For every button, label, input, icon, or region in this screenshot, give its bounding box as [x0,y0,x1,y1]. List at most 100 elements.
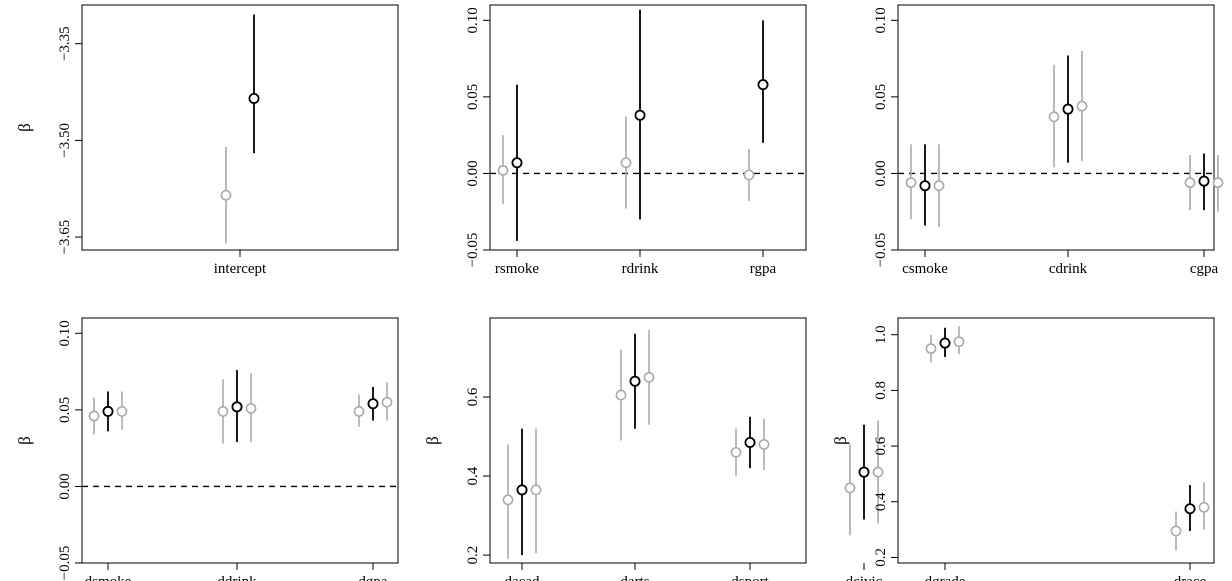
y-tick-label: −0.05 [57,546,73,581]
x-tick-label: rsmoke [495,261,540,277]
x-tick-label: cdrink [1049,261,1088,277]
point-estimate [844,482,856,494]
y-axis-label: β [423,436,442,445]
x-tick-label: drace [1174,574,1207,581]
point-estimate [1170,525,1182,537]
point-estimate [1048,111,1060,123]
x-tick-label: darts [620,574,649,581]
panel-4: −0.05 0.00 0.05 0.10 β dsmoke ddrink dgpa [15,317,399,581]
point-estimate [933,180,945,192]
point-estimate [1184,177,1196,189]
y-tick-label: 0.00 [873,160,889,186]
panel-6: 0.2 0.4 0.6 0.8 1.0 β dgrade drace [831,317,1215,581]
point-estimate [88,410,100,422]
y-tick-label: −3.35 [57,26,73,61]
point-estimate [497,164,509,176]
y-axis-label: β [15,436,34,445]
point-estimate [925,343,937,355]
point-estimate [939,337,951,349]
point-estimate [953,336,965,348]
y-tick-label: 0.00 [57,473,73,499]
point-estimate [381,396,393,408]
y-axis-label: β [831,436,850,445]
x-tick-label: dacad [505,574,540,581]
y-tick-label: 0.6 [465,387,481,406]
plot-frame [81,4,399,251]
point-estimate [102,405,114,417]
y-tick-label: 0.2 [465,546,481,565]
y-tick-label: 0.10 [57,320,73,346]
point-estimate [367,398,379,410]
y-tick-label: 0.6 [873,436,889,455]
panel-1: −3.65 −3.50 −3.35 β intercept [15,4,399,277]
y-tick-label: 0.8 [873,381,889,400]
x-tick-label: dcivic [846,574,883,581]
x-tick-label: dsmoke [85,574,132,581]
x-tick-label: cgpa [1190,261,1219,277]
point-estimate [1062,103,1074,115]
point-estimate [1076,100,1088,112]
x-tick-label: dsport [731,574,769,581]
plot-frame [897,4,1215,251]
point-estimate [730,446,742,458]
point-estimate [743,169,755,181]
panel-3: −0.05 0.00 0.05 0.10 csmoke cdrink cgpa [873,4,1224,277]
panel-5: 0.2 0.4 0.6 β dacad darts dsport dcivic [423,317,884,581]
point-estimate [1184,503,1196,515]
point-estimate [757,79,769,91]
panel-2: −0.05 0.00 0.05 0.10 rsmoke rdrink rgpa [465,4,807,277]
x-tick-label: ddrink [217,574,257,581]
point-estimate [245,402,257,414]
point-estimate [116,406,128,417]
x-tick-label: dgpa [358,574,388,581]
y-axis-label: β [15,123,34,132]
y-tick-label: −3.50 [57,123,73,158]
point-estimate [620,157,632,169]
point-estimate [516,484,528,496]
y-tick-label: 1.0 [873,325,889,344]
point-estimate [220,189,232,201]
point-estimate [502,494,514,506]
y-tick-label: 0.05 [465,84,481,110]
x-tick-label: rgpa [750,261,777,277]
point-estimate [1198,175,1210,187]
x-tick-label: dgrade [925,574,966,581]
y-tick-label: −0.05 [873,233,889,268]
point-estimate [919,180,931,192]
point-estimate [643,371,655,383]
y-tick-label: −0.05 [465,233,481,268]
x-tick-label: csmoke [902,261,948,277]
point-estimate [248,92,260,104]
point-estimate [511,157,523,169]
plot-frame [81,317,399,564]
point-estimate [231,401,243,413]
plot-frame [489,4,807,251]
point-estimate [353,406,365,417]
point-estimate [629,375,641,387]
point-estimate [905,177,917,189]
point-estimate [530,484,542,496]
y-tick-label: 0.00 [465,160,481,186]
x-tick-label: intercept [214,261,267,277]
point-estimate [1198,501,1210,513]
y-tick-label: −3.65 [57,220,73,255]
y-tick-label: 0.4 [873,492,889,511]
point-estimate [1212,177,1224,189]
y-tick-label: 0.2 [873,548,889,567]
point-estimate [634,109,646,121]
point-estimate [615,389,627,401]
point-estimate [858,466,870,478]
point-estimate [872,466,884,478]
y-tick-label: 0.10 [465,7,481,33]
point-estimate [758,439,770,450]
y-tick-label: 0.4 [465,466,481,485]
point-estimate [217,406,229,417]
x-tick-label: rdrink [622,261,659,277]
y-tick-label: 0.05 [57,397,73,423]
plot-frame [897,317,1215,564]
plot-frame [489,317,807,564]
y-tick-label: 0.05 [873,84,889,110]
y-tick-label: 0.10 [873,7,889,33]
point-estimate [744,436,756,448]
